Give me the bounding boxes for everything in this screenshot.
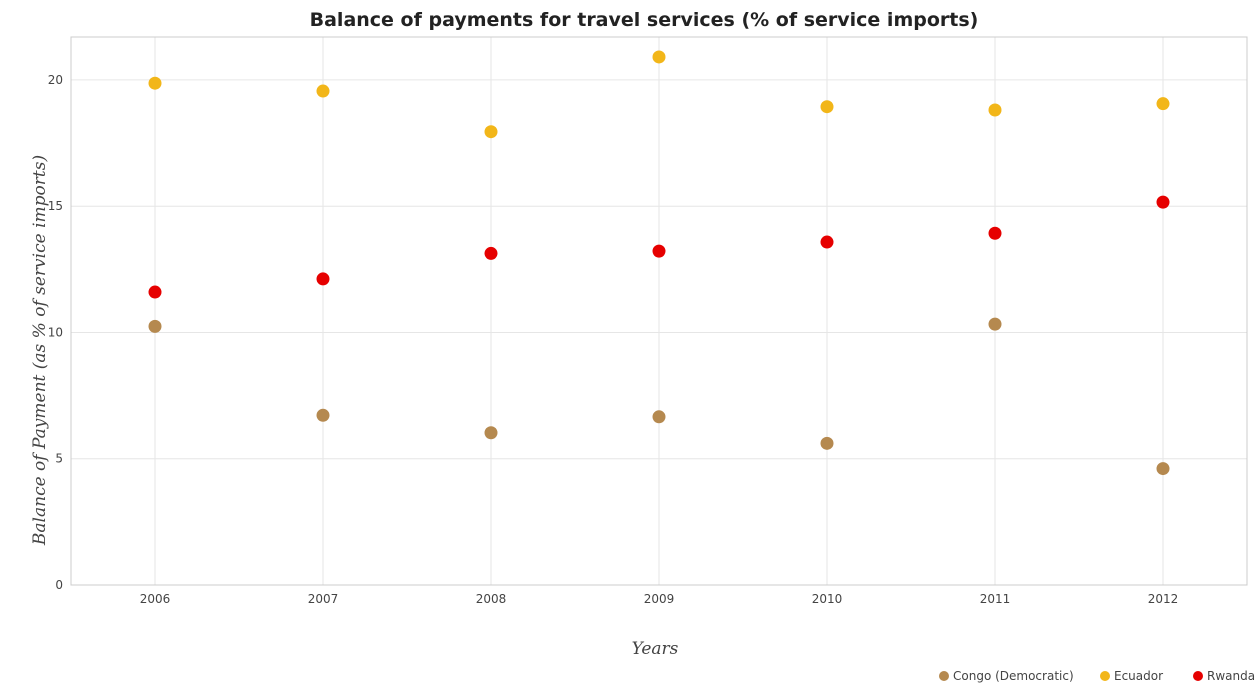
data-points [148, 50, 1170, 476]
x-tick-labels: 2006 2007 2008 2009 2010 2011 2012 [140, 592, 1179, 606]
x-axis-label: Years [632, 639, 679, 659]
x-tick-label: 2010 [812, 592, 843, 606]
legend-label: Rwanda [1207, 669, 1255, 683]
x-tick-label: 2011 [980, 592, 1011, 606]
data-point [484, 426, 498, 440]
x-tick-label: 2008 [476, 592, 507, 606]
data-point [148, 285, 162, 299]
data-point [316, 84, 330, 98]
x-tick-label: 2012 [1148, 592, 1179, 606]
data-point [652, 410, 666, 424]
data-point [1156, 462, 1170, 476]
legend: Congo (Democratic) Ecuador Rwanda [939, 669, 1255, 683]
data-point [1156, 97, 1170, 111]
legend-marker [1193, 671, 1203, 681]
data-point [484, 125, 498, 139]
data-point [316, 272, 330, 286]
data-point [652, 244, 666, 258]
legend-label: Ecuador [1114, 669, 1163, 683]
plot-frame [70, 36, 1248, 586]
data-point [148, 319, 162, 333]
y-tick-label: 15 [48, 199, 63, 213]
y-tick-label: 10 [48, 325, 63, 339]
y-tick-label: 5 [55, 452, 63, 466]
data-point [316, 408, 330, 422]
y-tick-label: 20 [48, 73, 63, 87]
data-point [148, 76, 162, 90]
y-tick-labels: 0 5 10 15 20 [48, 73, 63, 592]
data-point [484, 246, 498, 260]
grid-lines [71, 37, 1247, 586]
x-tick-label: 2007 [308, 592, 339, 606]
data-point [988, 103, 1002, 117]
legend-marker [1100, 671, 1110, 681]
y-axis-label: Balance of Payment (as % of service impo… [30, 155, 50, 546]
legend-label: Congo (Democratic) [953, 669, 1074, 683]
data-point [1156, 195, 1170, 209]
chart-title: Balance of payments for travel services … [310, 9, 979, 31]
data-point [820, 235, 834, 249]
y-tick-label: 0 [55, 578, 63, 592]
x-tick-label: 2006 [140, 592, 171, 606]
x-tick-label: 2009 [644, 592, 675, 606]
data-point [820, 100, 834, 114]
data-point [652, 50, 666, 64]
data-point [988, 226, 1002, 240]
plot-area: 0 5 10 15 20 2006 2007 2008 2009 2010 2011 2012 [48, 36, 1248, 606]
data-point [988, 317, 1002, 331]
legend-marker [939, 671, 949, 681]
data-point [820, 436, 834, 450]
